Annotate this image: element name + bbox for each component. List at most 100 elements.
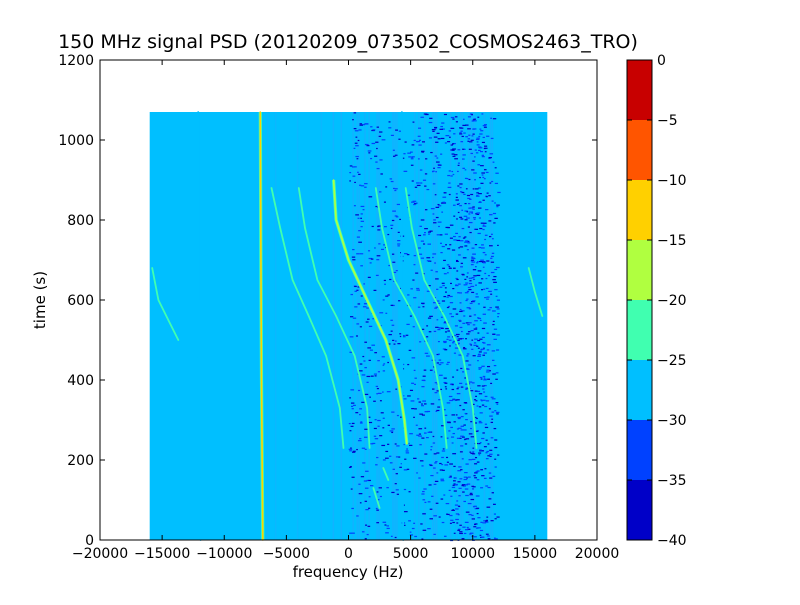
noise-speckle	[424, 185, 427, 187]
noise-speckle	[421, 141, 426, 143]
noise-speckle	[484, 423, 488, 425]
noise-speckle	[481, 536, 484, 538]
noise-speckle	[471, 518, 476, 520]
noise-speckle	[483, 169, 487, 171]
noise-speckle	[354, 306, 358, 308]
noise-speckle	[489, 153, 494, 155]
noise-speckle	[368, 152, 371, 154]
noise-speckle	[475, 138, 480, 141]
noise-speckle	[431, 129, 436, 131]
noise-speckle	[475, 430, 479, 432]
noise-speckle	[367, 347, 372, 349]
noise-speckle	[377, 419, 381, 422]
noise-speckle	[468, 178, 471, 181]
noise-speckle	[452, 480, 456, 482]
noise-speckle	[432, 130, 435, 132]
noise-speckle	[468, 381, 473, 383]
noise-speckle	[351, 166, 355, 168]
noise-speckle	[462, 148, 465, 150]
noise-speckle	[360, 220, 364, 222]
noise-speckle	[456, 369, 459, 371]
noise-speckle	[434, 307, 437, 309]
noise-speckle	[486, 344, 491, 346]
noise-speckle	[424, 411, 429, 413]
noise-speckle	[461, 209, 464, 211]
noise-speckle	[473, 172, 477, 174]
noise-speckle	[454, 399, 458, 401]
noise-speckle	[491, 398, 496, 400]
noise-speckle	[364, 538, 367, 540]
noise-speckle	[472, 458, 476, 461]
noise-speckle	[428, 484, 432, 486]
noise-speckle	[435, 306, 439, 308]
noise-speckle	[361, 374, 366, 376]
noise-speckles	[348, 112, 501, 542]
noise-speckle	[490, 520, 494, 522]
noise-speckle	[386, 527, 390, 530]
noise-speckle	[435, 141, 439, 143]
noise-speckle	[426, 257, 431, 259]
noise-speckle	[462, 322, 466, 324]
noise-speckle	[494, 466, 497, 468]
noise-speckle	[440, 153, 443, 155]
noise-speckle	[481, 113, 484, 115]
noise-speckle	[353, 147, 356, 149]
noise-speckle	[472, 451, 475, 453]
noise-speckle	[457, 386, 460, 388]
noise-speckle	[419, 169, 423, 171]
noise-speckle	[371, 129, 375, 132]
noise-speckle	[471, 120, 474, 122]
noise-speckle	[472, 208, 475, 210]
noise-speckle	[461, 227, 465, 230]
noise-speckle	[496, 299, 501, 301]
noise-speckle	[465, 368, 470, 370]
noise-speckle	[497, 313, 500, 315]
noise-speckle	[415, 424, 418, 426]
noise-speckle	[399, 416, 403, 418]
noise-speckle	[479, 529, 484, 532]
noise-speckle	[489, 307, 492, 309]
noise-speckle	[362, 306, 367, 308]
noise-speckle	[353, 128, 357, 130]
noise-speckle	[496, 403, 499, 405]
noise-speckle	[487, 455, 490, 457]
noise-speckle	[465, 338, 467, 340]
x-tick-label: −15000	[134, 546, 190, 562]
noise-speckle	[389, 430, 394, 432]
noise-speckle	[451, 414, 456, 416]
noise-speckle	[367, 250, 371, 252]
noise-speckle	[389, 178, 393, 180]
noise-speckle	[497, 191, 501, 194]
noise-speckle	[472, 403, 475, 406]
noise-speckle	[449, 224, 454, 226]
noise-speckle	[480, 165, 484, 167]
noise-speckle	[470, 427, 472, 430]
noise-speckle	[458, 495, 461, 497]
noise-speckle	[368, 196, 373, 198]
noise-speckle	[430, 269, 433, 271]
noise-speckle	[473, 505, 477, 507]
noise-speckle	[457, 283, 461, 285]
signal-traces	[151, 111, 544, 541]
noise-speckle	[348, 448, 353, 450]
noise-speckle	[482, 176, 485, 179]
noise-speckle	[374, 352, 378, 354]
noise-speckle	[485, 439, 488, 441]
noise-speckle	[454, 483, 458, 486]
noise-speckle	[384, 226, 387, 228]
noise-speckle	[413, 139, 416, 142]
noise-speckle	[473, 526, 477, 528]
noise-speckle	[458, 292, 462, 294]
noise-speckle	[459, 478, 463, 480]
noise-stripe	[467, 112, 470, 540]
x-tick-label: −5000	[263, 546, 310, 562]
noise-speckle	[457, 528, 461, 530]
noise-speckle	[470, 498, 475, 501]
noise-speckle	[465, 419, 468, 421]
noise-speckle	[474, 320, 478, 322]
noise-speckle	[453, 133, 456, 135]
noise-speckle	[453, 352, 457, 354]
noise-speckle	[490, 271, 495, 274]
noise-speckle	[349, 336, 354, 338]
